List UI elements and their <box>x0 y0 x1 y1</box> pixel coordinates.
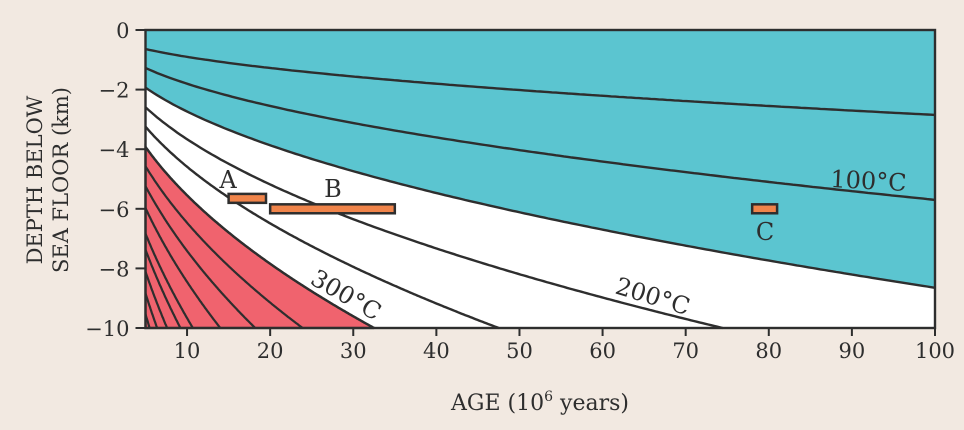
x-tick-label: 60 <box>589 339 616 363</box>
isotherm-upper-isotherm <box>145 47 936 117</box>
x-tick-label: 70 <box>672 339 699 363</box>
isotherm-200-c <box>144 106 723 330</box>
y-tick-label: −10 <box>85 317 129 341</box>
y-axis-label-line1: DEPTH BELOW <box>23 95 47 264</box>
y-tick-label: −4 <box>99 138 130 162</box>
label-100c: 100°C <box>830 165 908 197</box>
isotherm-100-c <box>145 66 936 202</box>
x-tick-label: 40 <box>423 339 450 363</box>
x-tick-label: 10 <box>174 339 201 363</box>
site-label-c: C <box>756 218 774 246</box>
x-axis-label: AGE (106 years) <box>450 389 629 416</box>
y-tick-label: −6 <box>99 198 130 222</box>
red-region <box>145 146 375 328</box>
axes: 10 20 30 40 50 60 70 80 90 100 0 −2 −4 −6 −8 −10 <box>85 19 955 363</box>
red-zone-isotherm <box>144 233 194 329</box>
red-zone-isotherm <box>144 165 304 329</box>
x-tick-label: 50 <box>506 339 533 363</box>
site-box-c <box>750 203 779 215</box>
isotherm-300-c <box>144 125 500 330</box>
x-tick-label: 90 <box>839 339 866 363</box>
isotherm-teal-lower-boundary <box>144 86 936 289</box>
y-tick-label: −8 <box>99 257 130 281</box>
plot-frame <box>144 28 937 330</box>
red-zone-isotherm <box>144 185 256 329</box>
x-tick-label: 20 <box>257 339 284 363</box>
isotherm-red-zone-boundary <box>144 146 375 330</box>
y-tick-label: 0 <box>116 19 129 43</box>
x-tick-label: 80 <box>755 339 782 363</box>
site-box-b <box>268 203 397 215</box>
x-tick-label: 30 <box>340 339 367 363</box>
site-label-a: A <box>218 166 237 194</box>
y-axis-label-line2: SEA FLOOR (km) <box>49 87 73 273</box>
red-zone-isotherm <box>144 249 182 329</box>
red-zone-isotherm <box>144 293 159 329</box>
red-zone-isotherm <box>144 271 169 329</box>
x-tick-label: 100 <box>915 339 955 363</box>
site-box-a <box>227 192 268 205</box>
y-tick-label: −2 <box>99 79 130 103</box>
teal-region <box>145 30 935 288</box>
red-zone-isotherm <box>144 207 222 329</box>
site-label-b: B <box>324 175 342 203</box>
